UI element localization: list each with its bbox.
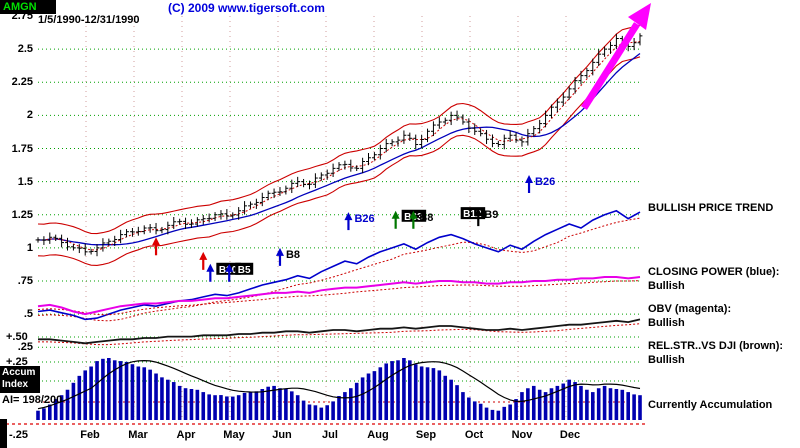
grid-lines [0, 16, 646, 425]
svg-text:B9: B9 [484, 209, 498, 221]
svg-text:B8: B8 [419, 212, 433, 224]
svg-text:B5: B5 [238, 265, 251, 276]
svg-text:B26: B26 [535, 176, 555, 188]
accumulation-histogram [36, 358, 642, 420]
svg-text:B26: B26 [354, 213, 374, 225]
buy-signals: B20B5B8B26B63B8B12B9B26 [152, 175, 555, 282]
svg-text:B12: B12 [463, 209, 482, 220]
indicator-lines [37, 209, 641, 346]
trend-arrow [581, 3, 651, 110]
svg-text:B8: B8 [286, 249, 300, 261]
price-series [35, 24, 643, 266]
